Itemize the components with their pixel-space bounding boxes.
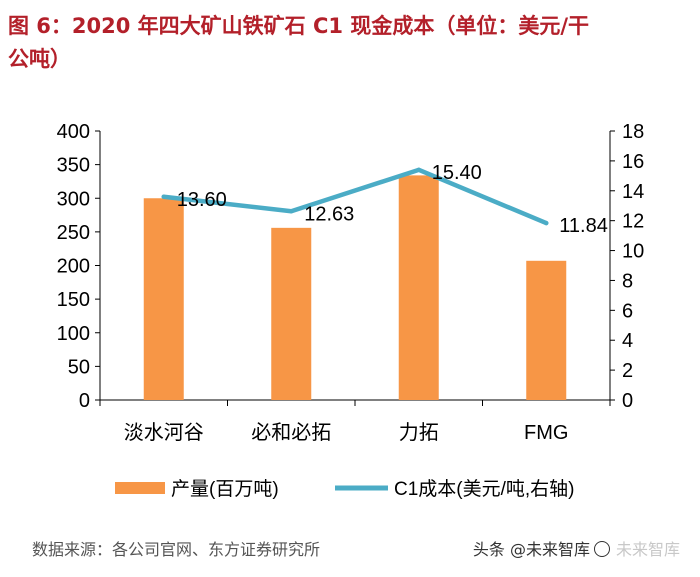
- x-tick-label: 必和必拓: [251, 421, 331, 444]
- line-data-label: 15.40: [432, 162, 482, 184]
- y-left-tick-label: 200: [57, 256, 90, 278]
- legend-label-bar: 产量(百万吨): [171, 478, 279, 500]
- y-right-tick-label: 6: [622, 300, 633, 322]
- y-left-tick-label: 0: [79, 390, 90, 412]
- x-tick-label: FMG: [524, 422, 568, 444]
- line-data-label: 12.63: [304, 203, 354, 225]
- watermark-text: 头条 @未来智库: [472, 540, 590, 559]
- x-tick-label: 力拓: [399, 421, 439, 444]
- line-path: [161, 167, 549, 226]
- y-left-tick-label: 150: [57, 289, 90, 311]
- y-right-tick-label: 12: [622, 211, 644, 233]
- legend: 产量(百万吨) C1成本(美元/吨,右轴): [115, 478, 575, 500]
- chart-title-line-1: 图 6：2020 年四大矿山铁矿石 C1 现金成本（单位：美元/干: [8, 14, 589, 38]
- bar: [526, 260, 567, 400]
- y-left-tick-label: 100: [57, 323, 90, 345]
- line-point: [544, 220, 549, 226]
- bar: [398, 175, 439, 400]
- line-point: [161, 194, 166, 199]
- y-right-tick-label: 0: [622, 390, 633, 412]
- chart-title: 图 6：2020 年四大矿山铁矿石 C1 现金成本（单位：美元/干 公吨）: [8, 10, 692, 76]
- y-left-tick-label: 350: [57, 155, 90, 177]
- watermark-logo-icon: [593, 541, 610, 557]
- watermark: 头条 @未来智库 未来智库: [473, 536, 680, 560]
- bar: [143, 198, 184, 400]
- y-right-tick-label: 14: [622, 181, 644, 203]
- x-tick-label: 淡水河谷: [124, 421, 204, 444]
- line-data-label: 13.60: [177, 189, 227, 211]
- line-point: [416, 167, 421, 173]
- y-right-tick-label: 4: [622, 330, 633, 352]
- y-left-tick-label: 50: [68, 356, 90, 378]
- bar-series: [143, 175, 567, 400]
- y-left-tick-label: 300: [57, 188, 90, 210]
- source-note: 数据来源：各公司官网、东方证券研究所: [32, 540, 321, 559]
- watermark-ghost-text: 未来智库: [615, 540, 680, 559]
- y-right-axis: 0 2 4 6 8 10 12 14 16 18: [609, 121, 644, 412]
- y-right-tick-label: 16: [622, 151, 644, 173]
- line-point: [289, 209, 294, 214]
- legend-label-line: C1成本(美元/吨,右轴): [394, 478, 575, 500]
- x-axis: 淡水河谷 必和必拓 力拓 FMG: [99, 399, 611, 444]
- line-series: [161, 167, 549, 226]
- y-right-tick-label: 2: [622, 360, 633, 382]
- line-data-label: 11.84: [559, 215, 608, 237]
- chart-title-line-2: 公吨）: [8, 47, 71, 71]
- y-right-tick-label: 8: [622, 270, 633, 292]
- data-labels: 13.60 12.63 15.40 11.84: [177, 162, 608, 237]
- y-left-axis: 0 50 100 150 200 250 300 350 400: [57, 121, 101, 412]
- legend-swatch-bar: [115, 482, 165, 494]
- y-left-tick-label: 400: [57, 121, 90, 143]
- y-right-tick-label: 18: [622, 121, 644, 143]
- y-right-tick-label: 10: [622, 241, 644, 263]
- y-left-tick-label: 250: [57, 222, 90, 244]
- bar: [271, 227, 312, 400]
